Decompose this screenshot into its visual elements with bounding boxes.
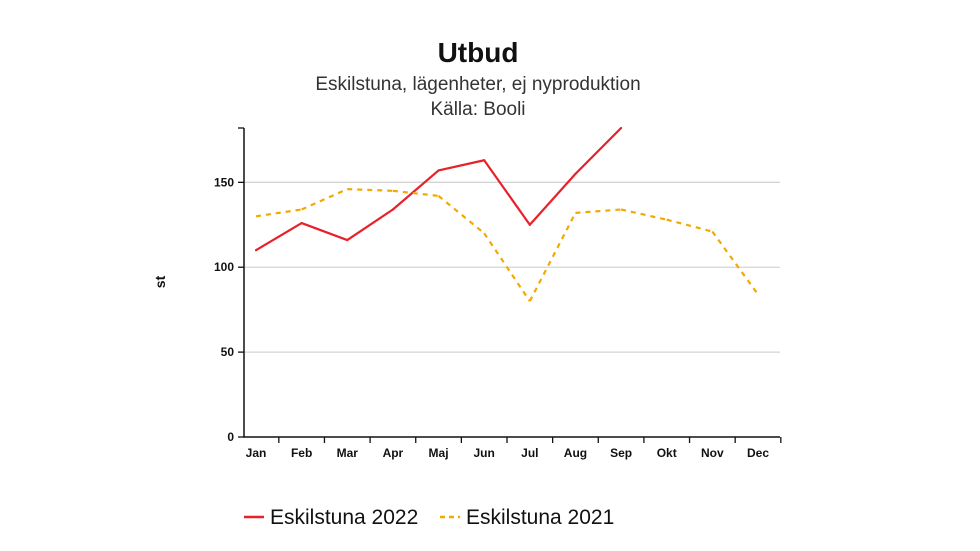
series-2-segment (528, 212, 577, 302)
series-1 (254, 126, 623, 252)
series-1-segment (528, 172, 577, 226)
y-tick-label: 50 (221, 345, 235, 359)
x-tick-label-okt: Okt (657, 446, 677, 460)
legend-label-2: Eskilstuna 2021 (466, 506, 614, 529)
series-2-segment (392, 189, 439, 198)
series-1-segment (346, 208, 395, 242)
gridlines (244, 181, 780, 353)
x-tick-label-jan: Jan (246, 446, 267, 460)
series-lines (254, 126, 759, 302)
x-tick-label-jun: Jun (474, 446, 495, 460)
chart-subtitle-line-2: Källa: Booli (430, 99, 525, 120)
series-2-segment (255, 208, 302, 218)
series-1-segment (574, 126, 623, 175)
series-2-segment (483, 232, 531, 302)
x-tick-label-aug: Aug (564, 446, 587, 460)
chart-title: Utbud (438, 37, 519, 68)
x-tick-label-apr: Apr (383, 446, 404, 460)
series-2-segment (301, 188, 348, 211)
x-tick-label-feb: Feb (291, 446, 312, 460)
axes: 0 50 100 150 Jan Feb Mar Apr Maj Jun Jul Aug Sep Okt N… (214, 127, 782, 460)
x-tick-label-jul: Jul (521, 446, 538, 460)
x-tick-label-dec: Dec (747, 446, 769, 460)
series-2-segment (666, 218, 713, 233)
y-tick-label: 0 (227, 430, 234, 444)
series-2-segment (347, 188, 393, 192)
x-tick-label-sep: Sep (610, 446, 632, 460)
series-2-segment (575, 208, 622, 214)
series-2-segment (437, 195, 485, 235)
series-2 (255, 188, 759, 302)
chart-subtitle-line-1: Eskilstuna, lägenheter, ej nyproduktion (315, 74, 640, 95)
y-axis-title: st (152, 275, 168, 288)
y-tick-label: 100 (214, 260, 234, 274)
y-tick-label: 150 (214, 175, 234, 189)
series-1-segment (391, 169, 440, 211)
x-tick-label-maj: Maj (429, 446, 449, 460)
series-2-segment (620, 208, 667, 221)
legend: Eskilstuna 2022 Eskilstuna 2021 (244, 506, 614, 529)
series-2-segment (711, 230, 759, 296)
series-1-segment (437, 159, 486, 172)
series-1-segment (483, 159, 531, 226)
x-tick-label-mar: Mar (337, 446, 359, 460)
series-1-segment (254, 221, 303, 252)
series-1-segment (300, 221, 349, 242)
x-tick-label-nov: Nov (701, 446, 724, 460)
legend-label-1: Eskilstuna 2022 (270, 506, 418, 529)
